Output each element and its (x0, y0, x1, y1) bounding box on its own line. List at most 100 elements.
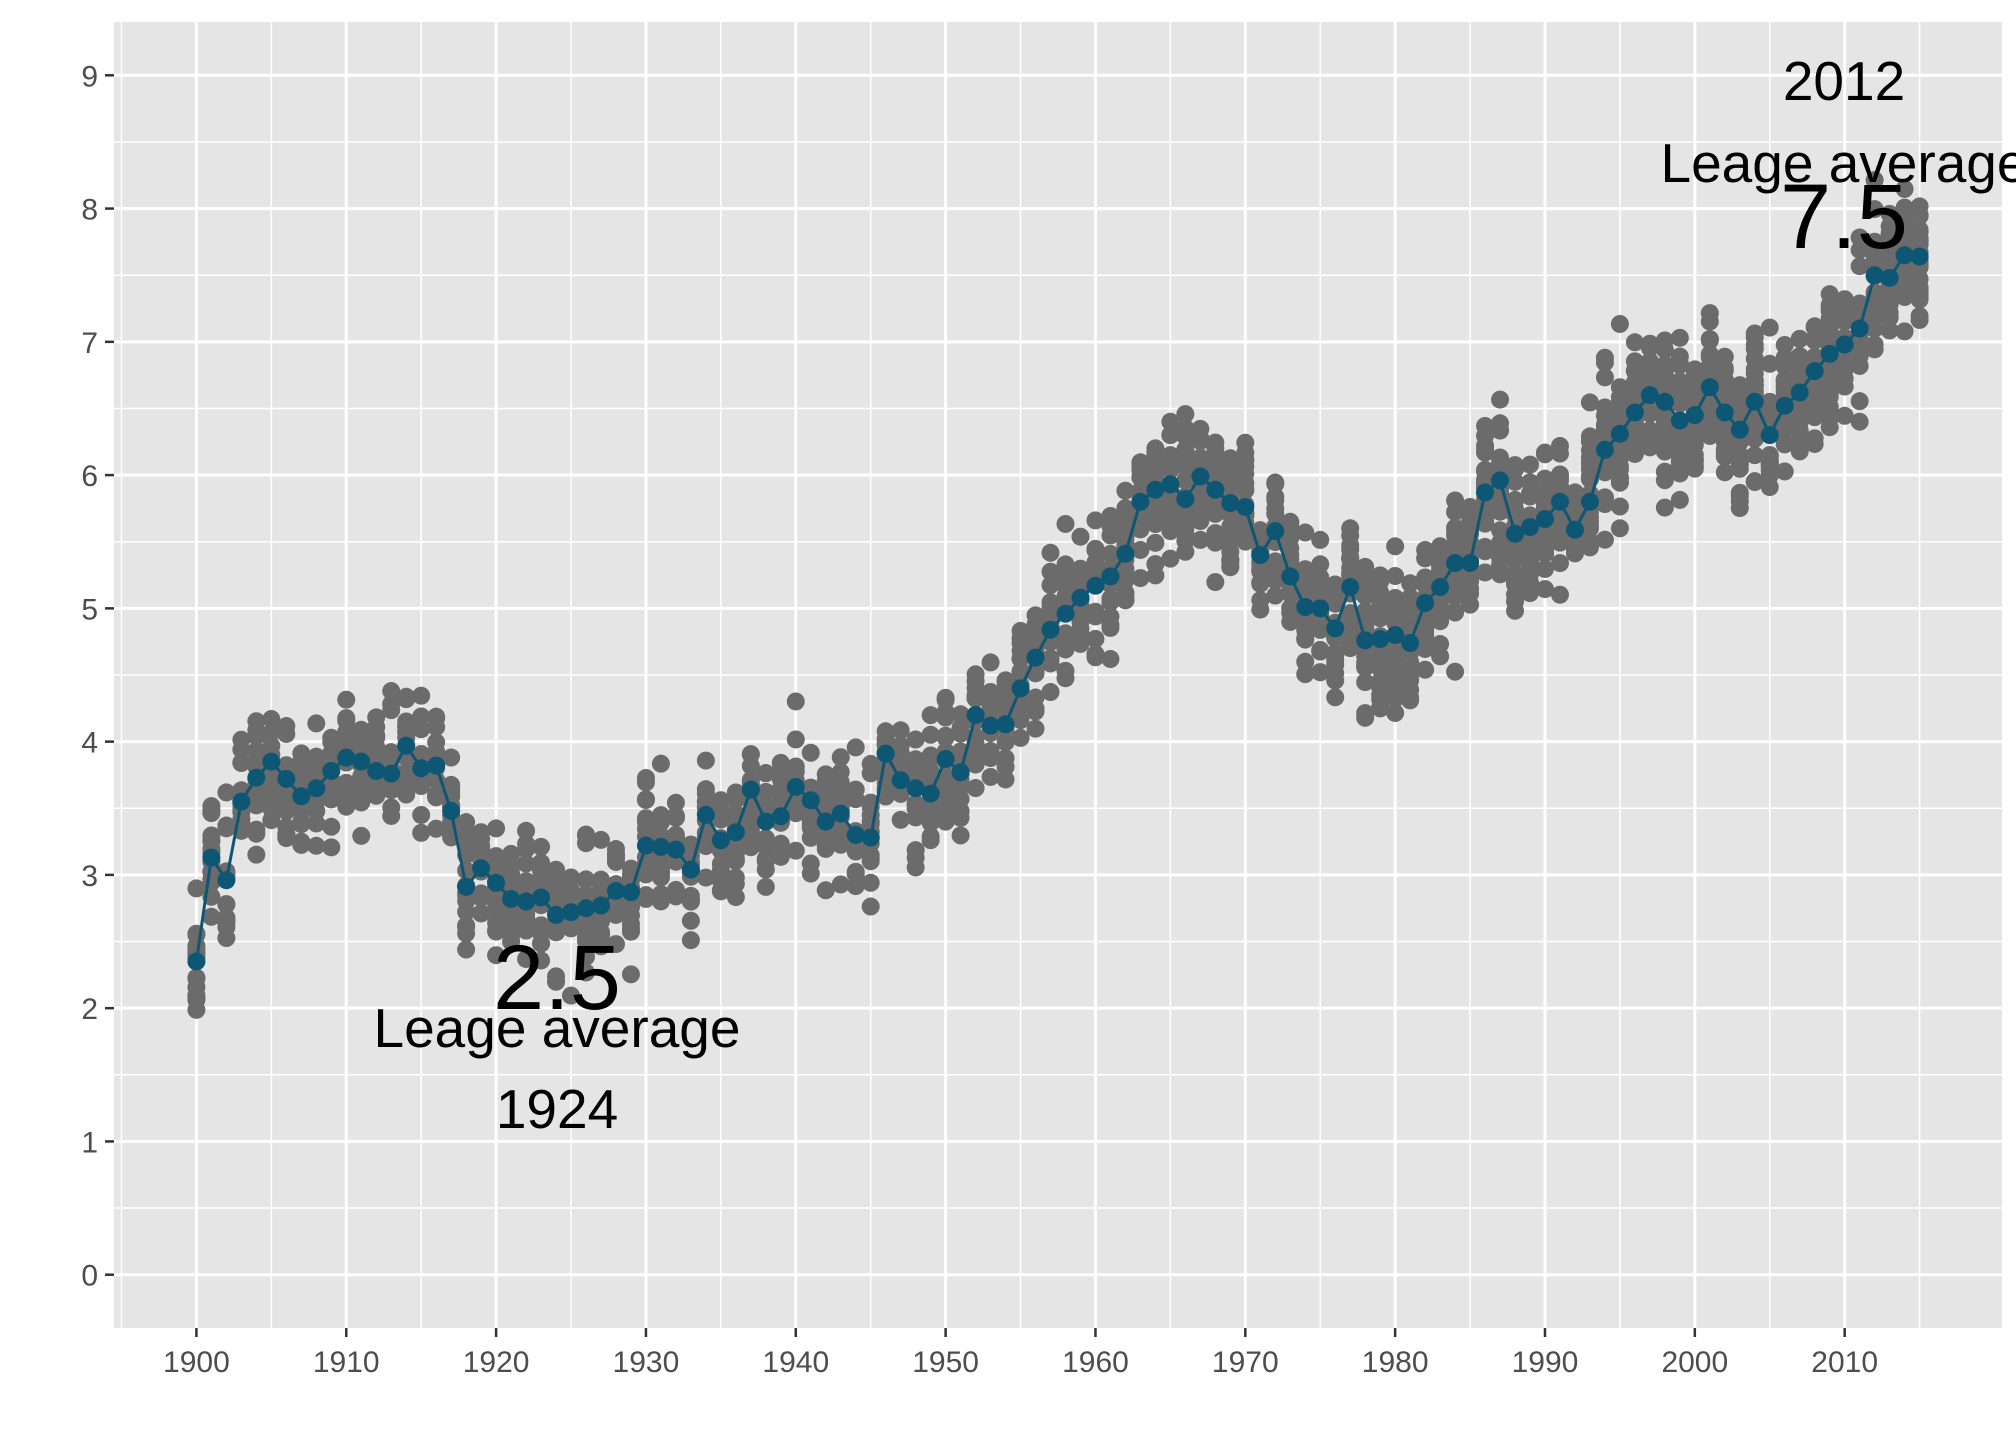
team-point (292, 835, 311, 854)
average-point (651, 837, 670, 856)
team-point (1506, 472, 1525, 491)
team-point (1700, 330, 1719, 349)
team-point (262, 710, 281, 729)
team-point (502, 857, 521, 876)
team-point (1775, 335, 1794, 354)
team-point (1431, 647, 1450, 666)
team-point (1760, 466, 1779, 485)
team-point (861, 873, 880, 892)
team-point (696, 784, 715, 803)
team-point (1670, 372, 1689, 391)
team-point (577, 871, 595, 890)
team-point (337, 722, 356, 741)
average-point (232, 792, 251, 811)
average-point (1610, 424, 1629, 443)
team-point (951, 705, 970, 724)
team-point (1835, 406, 1854, 425)
average-point (352, 752, 371, 771)
team-point (1625, 333, 1644, 352)
team-point (1326, 646, 1345, 665)
average-point (1116, 544, 1135, 563)
team-point (307, 801, 326, 820)
team-point (1146, 566, 1165, 585)
average-point (831, 804, 850, 823)
team-point (547, 873, 566, 892)
team-point (1371, 699, 1390, 718)
team-point (412, 720, 431, 739)
team-point (921, 827, 940, 846)
team-point (876, 722, 895, 741)
team-point (981, 689, 1000, 708)
team-point (1610, 401, 1629, 420)
team-point (1521, 473, 1539, 492)
team-point (187, 879, 206, 898)
team-point (1386, 703, 1405, 722)
team-point (1311, 555, 1330, 574)
average-point (801, 791, 820, 810)
x-tick-label: 1910 (313, 1346, 380, 1379)
team-point (517, 821, 536, 840)
average-point (1775, 396, 1794, 415)
average-point (217, 871, 236, 890)
average-point (696, 805, 715, 824)
team-point (1850, 240, 1869, 259)
team-point (1116, 591, 1135, 610)
average-point (1176, 490, 1195, 509)
team-point (397, 772, 416, 791)
team-point (1146, 533, 1165, 552)
team-point (1116, 499, 1135, 518)
team-point (1101, 526, 1120, 545)
team-point (472, 888, 491, 907)
team-point (1610, 314, 1629, 333)
team-point (996, 733, 1015, 752)
team-point (1326, 671, 1345, 690)
team-point (1131, 520, 1150, 539)
team-point (936, 788, 955, 807)
team-point (1625, 439, 1644, 458)
team-point (577, 947, 595, 966)
team-point (1026, 628, 1045, 647)
team-point (1610, 472, 1629, 491)
team-point (726, 888, 745, 907)
team-point (337, 797, 356, 816)
team-point (1341, 639, 1360, 658)
team-point (921, 812, 940, 831)
team-point (457, 823, 476, 842)
team-point (1191, 499, 1210, 518)
average-point (382, 764, 401, 783)
team-point (1745, 473, 1764, 492)
team-point (1535, 530, 1554, 549)
annotation-high-year: 2012 (1783, 50, 1905, 112)
team-point (771, 834, 790, 853)
team-point (202, 831, 221, 850)
team-point (412, 823, 431, 842)
team-point (1595, 530, 1614, 549)
team-point (217, 909, 236, 928)
team-point (966, 685, 985, 704)
team-point (801, 743, 820, 762)
average-point (1850, 319, 1869, 338)
annotations: 2.5 Leage average 1924 7.5 Leage average… (374, 50, 2016, 1140)
team-point (861, 897, 880, 916)
team-point (771, 753, 790, 772)
team-point (1401, 574, 1420, 593)
x-tick-label: 1990 (1512, 1346, 1579, 1379)
team-point (1655, 331, 1674, 350)
team-point (1476, 563, 1495, 582)
team-point (1895, 224, 1914, 243)
x-tick-label: 1960 (1062, 1346, 1129, 1379)
team-point (412, 686, 431, 705)
team-point (636, 887, 655, 906)
team-point (1790, 413, 1809, 432)
team-point (756, 877, 775, 896)
team-point (816, 765, 835, 784)
team-point (577, 826, 595, 845)
team-point (1416, 629, 1435, 648)
average-point (247, 768, 266, 787)
team-point (951, 808, 970, 827)
team-point (217, 895, 236, 914)
team-point (1910, 306, 1929, 325)
team-point (1910, 206, 1929, 225)
team-point (187, 968, 206, 987)
team-point (1221, 553, 1240, 572)
